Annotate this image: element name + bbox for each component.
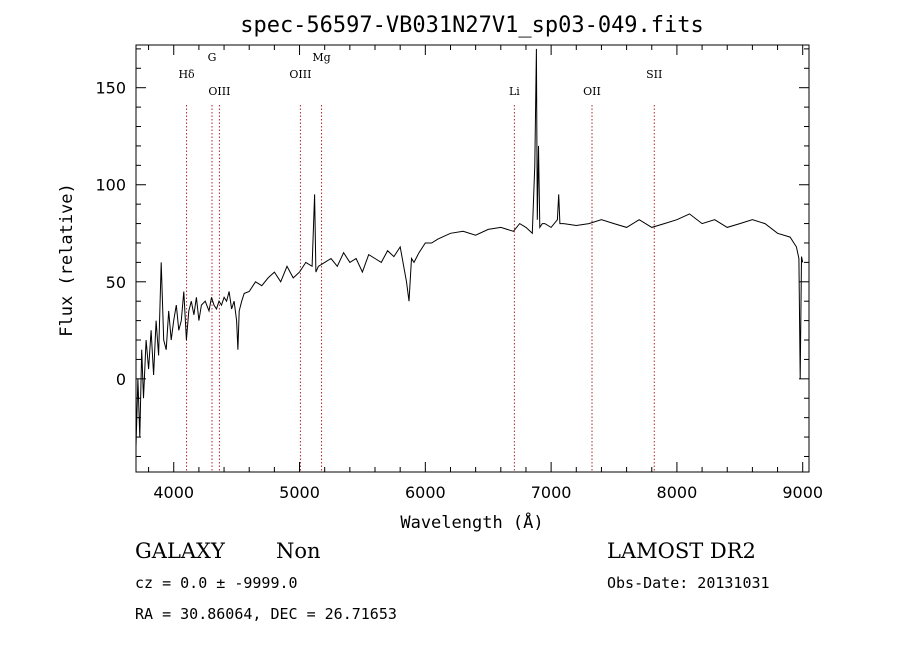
- x-axis-label: Wavelength (Å): [400, 511, 543, 533]
- line-marker-label: OIII: [208, 85, 230, 98]
- y-tick-label: 100: [95, 176, 126, 195]
- x-tick-label: 5000: [279, 483, 320, 502]
- line-marker-label: Hδ: [178, 68, 195, 81]
- object-class: GALAXY: [135, 539, 226, 563]
- line-marker-label: OII: [583, 85, 601, 98]
- plot-frame: [135, 44, 810, 473]
- y-tick-label: 50: [106, 273, 126, 292]
- object-subclass: Non: [276, 539, 321, 563]
- obs-date-text: Obs-Date: 20131031: [607, 574, 770, 592]
- survey-name: LAMOST DR2: [607, 539, 756, 563]
- x-tick-label: 7000: [531, 483, 572, 502]
- y-tick-label: 150: [95, 79, 126, 98]
- y-tick-label: 0: [116, 370, 126, 389]
- y-axis-ticks: 0 50 100 150: [95, 48, 809, 457]
- line-marker-label: Li: [509, 85, 520, 98]
- y-axis-label: Flux (relative): [57, 183, 77, 337]
- x-tick-label: 4000: [153, 483, 194, 502]
- line-marker-label: SII: [646, 68, 662, 81]
- redshift-text: cz = 0.0 ± -9999.0: [135, 574, 298, 592]
- line-marker-label: Mg: [312, 51, 330, 64]
- x-axis-ticks: 4000 5000 6000 7000 8000 9000: [148, 45, 823, 502]
- line-marker-label: G: [208, 51, 217, 64]
- line-marker-label: OIII: [289, 68, 311, 81]
- chart-title: spec-56597-VB031N27V1_sp03-049.fits: [240, 13, 704, 38]
- coordinates-text: RA = 30.86064, DEC = 26.71653: [135, 605, 397, 623]
- x-tick-label: 8000: [657, 483, 698, 502]
- spectrum-line: [135, 48, 804, 447]
- x-tick-label: 6000: [405, 483, 446, 502]
- x-tick-label: 9000: [782, 483, 823, 502]
